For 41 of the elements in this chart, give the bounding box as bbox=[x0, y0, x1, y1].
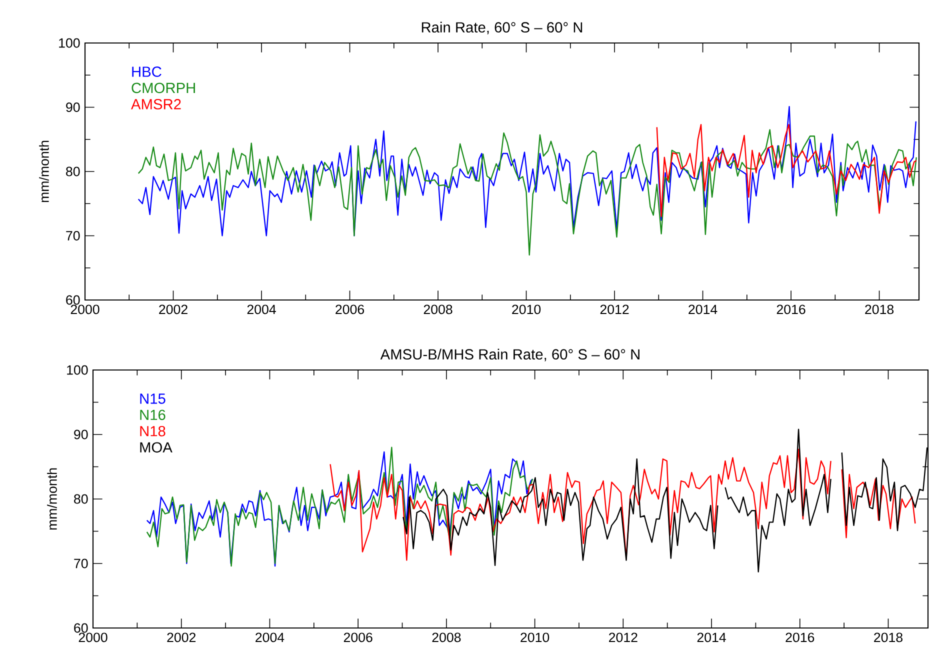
x-tick-label: 2006 bbox=[336, 304, 364, 314]
x-tick-label: 2016 bbox=[776, 304, 806, 314]
text: N18 bbox=[140, 426, 166, 436]
x-tick-label: 2006 bbox=[344, 632, 372, 642]
text: CMORPH bbox=[132, 82, 195, 94]
chart-title: Rain Rate, 60° S – 60° N bbox=[422, 22, 582, 34]
x-tick-label: 2008 bbox=[432, 632, 461, 642]
x-tick-label: 2018 bbox=[874, 632, 902, 642]
x-tick-label: 2012 bbox=[600, 304, 629, 314]
x-tick-label: 2002 bbox=[167, 632, 196, 642]
x-tick-label: 2014 bbox=[697, 632, 726, 642]
text: HBC bbox=[132, 66, 162, 77]
x-tick-label: 2014 bbox=[688, 304, 718, 314]
y-tick-label: 100 bbox=[67, 365, 88, 375]
text: MOA bbox=[140, 442, 172, 453]
x-tick-label: 2008 bbox=[424, 304, 452, 314]
x-tick-label: 2004 bbox=[256, 632, 284, 642]
y-tick-label: 60 bbox=[66, 295, 80, 305]
y-tick-label: 80 bbox=[74, 494, 88, 504]
x-tick-label: 2002 bbox=[159, 304, 188, 314]
x-tick-label: 2012 bbox=[609, 632, 638, 642]
x-tick-label: 2000 bbox=[70, 304, 100, 314]
y-tick-label: 60 bbox=[74, 623, 88, 633]
y-tick-label: 80 bbox=[66, 166, 80, 176]
text: N16 bbox=[140, 410, 166, 420]
y-tick-label: 90 bbox=[66, 102, 80, 112]
x-tick-label: 2010 bbox=[520, 632, 550, 642]
y-axis-title: mm/month bbox=[39, 140, 49, 202]
x-tick-label: 2000 bbox=[78, 632, 108, 642]
text: AMSR2 bbox=[131, 99, 181, 110]
x-tick-label: 2018 bbox=[865, 304, 894, 314]
y-tick-label: 70 bbox=[66, 231, 80, 240]
x-tick-label: 2004 bbox=[247, 304, 276, 314]
chart-title: AMSU-B/MHS Rain Rate, 60° S – 60° N bbox=[380, 348, 640, 362]
y-tick-label: 70 bbox=[74, 558, 88, 568]
x-tick-label: 2016 bbox=[786, 632, 814, 642]
x-tick-label: 2010 bbox=[512, 304, 541, 314]
y-tick-label: 90 bbox=[74, 430, 88, 440]
y-axis-title: mm/month bbox=[47, 468, 57, 530]
y-tick-label: 100 bbox=[59, 38, 80, 48]
text: N15 bbox=[140, 394, 166, 404]
